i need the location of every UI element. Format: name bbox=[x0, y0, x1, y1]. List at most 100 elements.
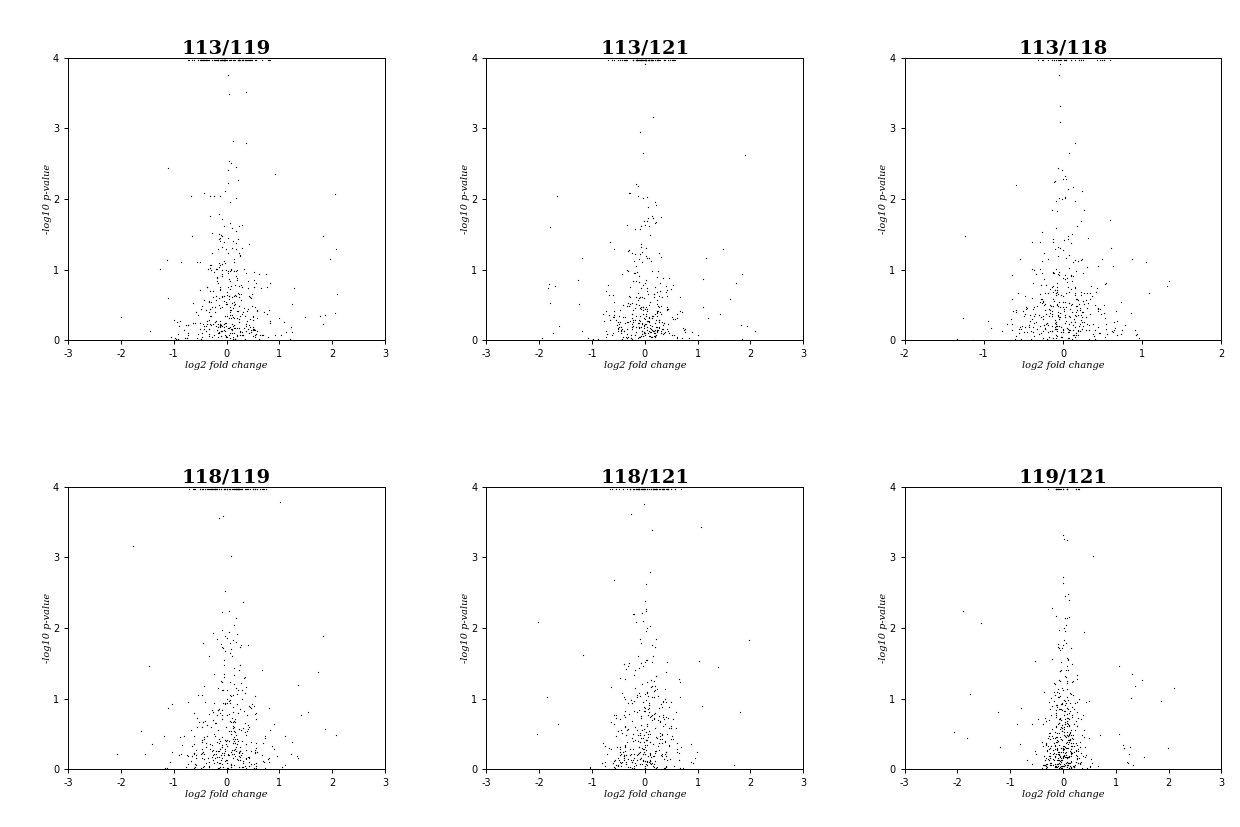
Point bbox=[1075, 751, 1095, 764]
Point bbox=[663, 713, 683, 726]
Point bbox=[241, 54, 260, 67]
Point bbox=[1061, 760, 1081, 773]
Point bbox=[1054, 233, 1074, 246]
Point bbox=[961, 687, 981, 700]
Point bbox=[1068, 219, 1087, 232]
Point bbox=[1054, 758, 1074, 771]
Point bbox=[1066, 696, 1086, 709]
Point bbox=[207, 54, 227, 67]
Point bbox=[645, 327, 665, 340]
Point bbox=[217, 285, 237, 299]
Point bbox=[212, 676, 232, 689]
Point bbox=[219, 289, 239, 303]
Point bbox=[247, 54, 267, 67]
Point bbox=[224, 720, 244, 734]
Point bbox=[213, 748, 233, 762]
Point bbox=[202, 704, 222, 717]
Point bbox=[611, 726, 631, 739]
Point bbox=[224, 747, 244, 760]
Point bbox=[243, 309, 263, 323]
Point bbox=[1074, 730, 1094, 743]
Point bbox=[595, 739, 615, 753]
Point bbox=[224, 289, 244, 303]
Point bbox=[211, 314, 231, 327]
Point bbox=[219, 625, 239, 638]
Point bbox=[627, 54, 647, 67]
Point bbox=[611, 686, 631, 700]
Point bbox=[637, 738, 657, 751]
Point bbox=[246, 743, 265, 757]
Point bbox=[1066, 743, 1086, 756]
Point bbox=[233, 754, 253, 767]
Point bbox=[647, 326, 667, 339]
Point bbox=[207, 323, 227, 337]
Point bbox=[611, 321, 631, 334]
Point bbox=[1049, 310, 1069, 323]
Point bbox=[166, 332, 186, 346]
Point bbox=[315, 308, 335, 321]
Point bbox=[1073, 319, 1092, 332]
Point bbox=[198, 294, 218, 308]
Point bbox=[636, 54, 656, 67]
Point bbox=[226, 270, 246, 283]
Point bbox=[635, 311, 655, 324]
Point bbox=[665, 328, 684, 342]
Point bbox=[647, 760, 667, 773]
Point bbox=[947, 332, 967, 345]
Point bbox=[1034, 323, 1054, 336]
Point bbox=[211, 324, 231, 337]
Point bbox=[637, 191, 657, 204]
Point bbox=[626, 615, 646, 629]
Point bbox=[242, 299, 262, 313]
Point bbox=[216, 330, 236, 343]
Point bbox=[219, 715, 239, 728]
Point bbox=[1050, 675, 1070, 688]
Point bbox=[1052, 751, 1071, 764]
Point bbox=[222, 241, 242, 255]
Point bbox=[212, 482, 232, 495]
Point bbox=[260, 317, 280, 330]
Point bbox=[1070, 736, 1090, 749]
Point bbox=[1058, 741, 1078, 754]
Point bbox=[179, 482, 198, 495]
Point bbox=[201, 318, 221, 331]
Point bbox=[952, 605, 972, 618]
Point bbox=[1122, 758, 1142, 772]
Point bbox=[202, 744, 222, 758]
Point bbox=[1052, 54, 1071, 67]
Point bbox=[610, 304, 630, 317]
Point bbox=[221, 761, 241, 774]
Point bbox=[327, 287, 347, 300]
Point bbox=[217, 482, 237, 495]
Point bbox=[625, 681, 645, 694]
Point bbox=[232, 328, 252, 342]
Point bbox=[1102, 324, 1122, 337]
Point bbox=[233, 760, 253, 773]
Point bbox=[647, 270, 667, 284]
Point bbox=[1021, 308, 1040, 322]
Point bbox=[1047, 753, 1066, 767]
Point bbox=[549, 319, 569, 332]
Point bbox=[221, 322, 241, 335]
Point bbox=[207, 762, 227, 776]
Point bbox=[641, 54, 661, 67]
Y-axis label: -log10 p-value: -log10 p-value bbox=[42, 593, 52, 663]
Point bbox=[631, 719, 651, 732]
Point bbox=[226, 743, 246, 756]
Point bbox=[622, 320, 642, 333]
Point bbox=[185, 758, 205, 771]
Point bbox=[631, 315, 651, 328]
Point bbox=[222, 711, 242, 724]
Point bbox=[1050, 664, 1070, 677]
Point bbox=[206, 333, 226, 347]
Point bbox=[224, 661, 244, 674]
Point bbox=[547, 189, 567, 203]
Point bbox=[627, 688, 647, 701]
Point bbox=[646, 482, 666, 495]
Point bbox=[1033, 313, 1053, 326]
Point bbox=[618, 54, 637, 67]
Point bbox=[610, 746, 630, 759]
Point bbox=[620, 482, 640, 495]
Point bbox=[635, 759, 655, 772]
Point bbox=[150, 262, 170, 275]
